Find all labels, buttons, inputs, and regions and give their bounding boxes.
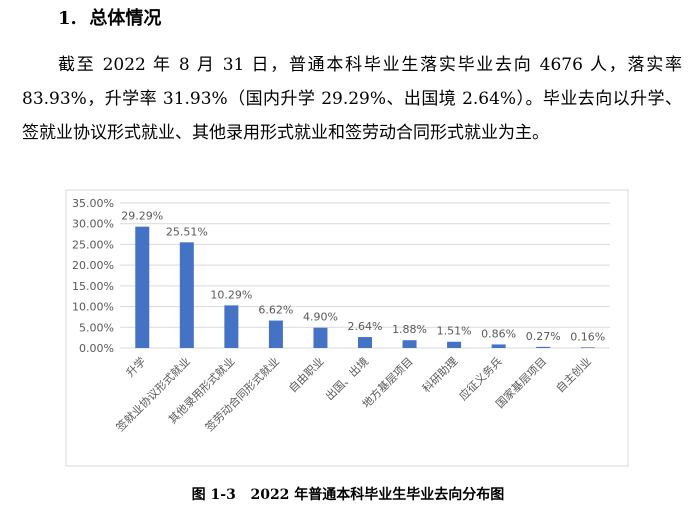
bar xyxy=(313,327,328,348)
value-label: 1.51% xyxy=(437,325,472,338)
bar xyxy=(580,347,595,348)
y-tick-label: 5.00% xyxy=(79,321,114,334)
value-label: 29.29% xyxy=(121,210,163,223)
y-tick-label: 35.00% xyxy=(72,197,114,210)
y-tick-label: 10.00% xyxy=(72,301,114,314)
bar xyxy=(536,346,551,348)
value-label: 2.64% xyxy=(348,320,383,333)
bar xyxy=(447,341,462,348)
bar xyxy=(358,337,372,348)
value-label: 25.51% xyxy=(166,225,208,238)
y-tick-label: 30.00% xyxy=(72,218,114,231)
bar xyxy=(179,242,194,348)
y-tick-label: 20.00% xyxy=(72,259,114,272)
value-label: 0.86% xyxy=(481,327,516,340)
value-label: 10.29% xyxy=(210,288,252,301)
bar xyxy=(491,344,506,348)
bar xyxy=(135,226,150,348)
y-tick-label: 15.00% xyxy=(72,280,114,293)
caption: 图 1-3 2022 年普通本科毕业生毕业去向分布图 xyxy=(191,487,505,503)
value-label: 1.88% xyxy=(392,323,427,336)
heading: 1. 总体情况 xyxy=(58,8,162,29)
y-tick-label: 0.00% xyxy=(79,342,114,355)
bar xyxy=(268,320,283,348)
value-label: 4.90% xyxy=(303,311,338,324)
value-label: 0.16% xyxy=(570,330,605,343)
y-tick-label: 25.00% xyxy=(72,238,114,251)
bar xyxy=(224,305,239,348)
value-label: 0.27% xyxy=(526,330,561,343)
paragraph: 截至 2022 年 8 月 31 日，普通本科毕业生落实毕业去向 4676 人，… xyxy=(22,55,682,143)
chart: 0.00% 5.00% 10.00% 15.00% 20.00% 25.00% 30.00%… xyxy=(65,189,629,467)
bar xyxy=(402,340,417,348)
chart-frame xyxy=(65,189,629,467)
value-label: 6.62% xyxy=(258,304,293,317)
